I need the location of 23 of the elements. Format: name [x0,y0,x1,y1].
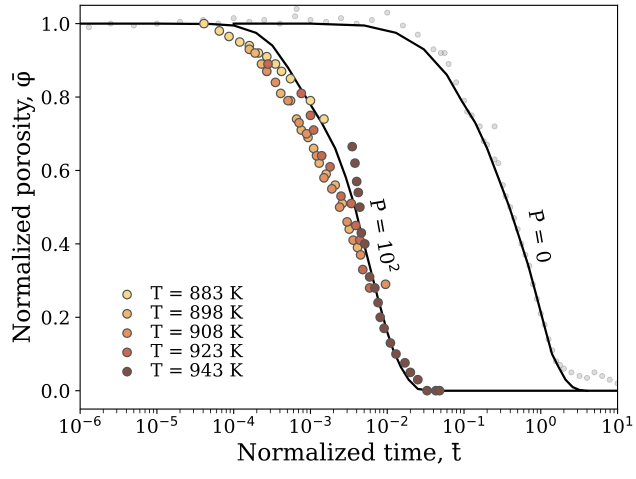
text: P̄ = 10$^{2}$ [370,198,400,273]
text: P̄ = 0 [528,209,552,263]
x-tick-label: 10$^{1}$ [603,416,632,434]
y-tick-label: 0.2 [42,310,69,325]
y-tick-label: 0.0 [42,384,70,398]
x-tick-label: 10$^{−6}$ [60,416,101,434]
y-tick-label: 0.8 [42,90,70,104]
y-tick-label: 1.0 [42,16,70,32]
x-tick-label: 10$^{−5}$ [137,416,178,434]
x-tick-label: 10$^{−2}$ [367,416,408,434]
x-tick-label: 10$^{0}$ [526,416,556,434]
y-tick-label: 0.4 [42,237,70,252]
legend-label: T = 883 K [150,286,244,300]
y-tick-label: 0.6 [42,164,70,178]
legend-label: T = 923 K [150,344,244,358]
x-tick-label: 10$^{−1}$ [444,416,484,434]
legend-label: T = 898 K [150,305,244,319]
legend-label: T = 908 K [150,324,244,338]
x-tick-label: 10$^{−4}$ [214,416,254,434]
y-axis-title: Normalized porosity, φ̄ [12,72,36,342]
x-tick-label: 10$^{−3}$ [290,416,331,434]
legend-label: T = 943 K [150,363,244,377]
x-axis-title: Normalized time, t̄ [238,442,461,464]
